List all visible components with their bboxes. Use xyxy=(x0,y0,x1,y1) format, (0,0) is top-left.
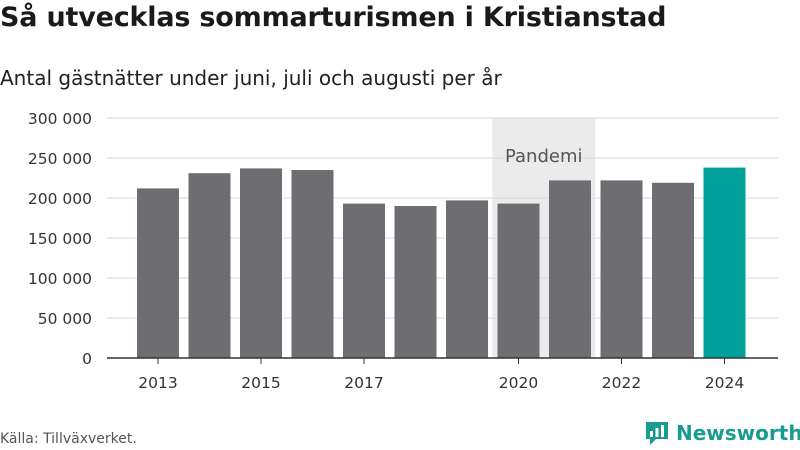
bar xyxy=(600,180,643,358)
y-tick-label: 0 xyxy=(82,350,92,368)
y-tick-label: 250 000 xyxy=(28,150,92,168)
y-tick-label: 50 000 xyxy=(38,310,92,328)
x-tick-label: 2022 xyxy=(602,374,641,392)
bar xyxy=(652,182,694,358)
y-tick-label: 100 000 xyxy=(28,270,92,288)
bar xyxy=(497,203,540,358)
brand-name: Newsworthy xyxy=(676,421,800,445)
bar xyxy=(343,203,385,358)
bar xyxy=(137,188,179,358)
newsworthy-logo[interactable]: Newsworthy xyxy=(644,419,800,447)
chart-subtitle: Antal gästnätter under juni, juli och au… xyxy=(0,66,502,90)
y-tick-label: 150 000 xyxy=(28,230,92,248)
x-tick-label: 2017 xyxy=(344,374,383,392)
pandemic-label: Pandemi xyxy=(505,146,583,167)
x-tick-label: 2024 xyxy=(705,374,744,392)
y-tick-label: 300 000 xyxy=(28,110,92,128)
x-tick-label: 2020 xyxy=(499,374,538,392)
x-tick-label: 2015 xyxy=(241,374,280,392)
bar-chart-speech-bubble-icon xyxy=(646,422,668,445)
bar xyxy=(446,200,488,358)
bar xyxy=(394,206,437,358)
chart-title: Så utvecklas sommarturismen i Kristianst… xyxy=(0,2,667,33)
bar-chart: 0 50 000 100 000 150 000 200 000 250 000 300 0… xyxy=(28,110,778,392)
bar-highlight xyxy=(703,167,746,358)
bar xyxy=(549,180,591,358)
bar xyxy=(291,170,334,358)
y-tick-label: 200 000 xyxy=(28,190,92,208)
bar xyxy=(240,168,282,358)
x-tick-label: 2013 xyxy=(138,374,177,392)
bar xyxy=(188,173,231,358)
source-note: Källa: Tillväxverket. xyxy=(0,431,137,447)
